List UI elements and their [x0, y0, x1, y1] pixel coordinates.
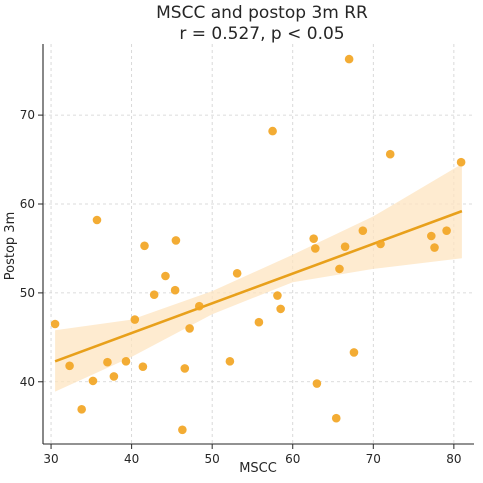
data-point: [194, 301, 204, 311]
data-point: [442, 226, 451, 235]
data-point: [456, 157, 466, 167]
data-point: [268, 126, 277, 136]
data-point: [149, 290, 159, 299]
y-tick-label: 40: [20, 375, 35, 389]
x-tick-label: 70: [366, 452, 381, 466]
data-point: [92, 215, 102, 225]
confidence-band-layer: [55, 164, 462, 392]
data-point: [312, 379, 322, 388]
data-point: [254, 317, 264, 327]
chart-title: MSCC and postop 3m RR: [156, 3, 368, 23]
data-point: [225, 357, 235, 366]
data-point: [121, 357, 131, 366]
data-point: [140, 241, 149, 251]
y-tick-label: 60: [20, 197, 35, 211]
data-point: [109, 372, 119, 381]
data-point: [349, 348, 359, 357]
data-point: [171, 236, 181, 245]
data-point: [103, 357, 112, 367]
data-point: [340, 242, 350, 251]
x-tick-label: 30: [43, 452, 58, 466]
data-point: [430, 243, 439, 252]
data-point: [376, 239, 385, 249]
chart-subtitle: r = 0.527, p < 0.05: [179, 24, 344, 44]
data-points: [50, 54, 466, 435]
data-point: [273, 291, 282, 300]
data-point: [130, 315, 140, 324]
x-axis-label: MSCC: [239, 461, 277, 476]
data-point: [358, 226, 368, 235]
data-point: [276, 304, 285, 314]
x-tick-label: 50: [205, 452, 220, 466]
data-point: [77, 405, 86, 414]
tick-labels: 30 40 50 60 70 80 40 50 60 70: [20, 108, 462, 466]
data-point: [138, 362, 148, 371]
data-point: [178, 425, 187, 435]
data-point: [185, 324, 194, 333]
data-point: [331, 413, 341, 423]
x-tick-label: 40: [124, 452, 139, 466]
data-point: [180, 364, 190, 373]
regression-line: [54, 209, 463, 363]
data-point: [309, 234, 318, 243]
x-tick-label: 80: [446, 452, 461, 466]
data-point: [232, 269, 242, 278]
y-axis-label: Postop 3m: [3, 212, 18, 280]
data-point: [427, 231, 436, 241]
data-point: [50, 319, 60, 329]
data-point: [170, 285, 180, 295]
data-point: [335, 264, 344, 274]
y-tick-label: 50: [20, 286, 35, 300]
axes: [38, 44, 474, 449]
data-point: [385, 149, 395, 159]
confidence-band: [55, 164, 462, 392]
regression-line-layer: [54, 209, 463, 363]
data-point: [88, 376, 98, 386]
y-tick-label: 70: [20, 108, 35, 122]
data-point: [161, 271, 170, 281]
data-point: [344, 54, 354, 64]
x-tick-label: 60: [285, 452, 300, 466]
data-point: [65, 361, 74, 371]
data-point: [310, 244, 320, 253]
